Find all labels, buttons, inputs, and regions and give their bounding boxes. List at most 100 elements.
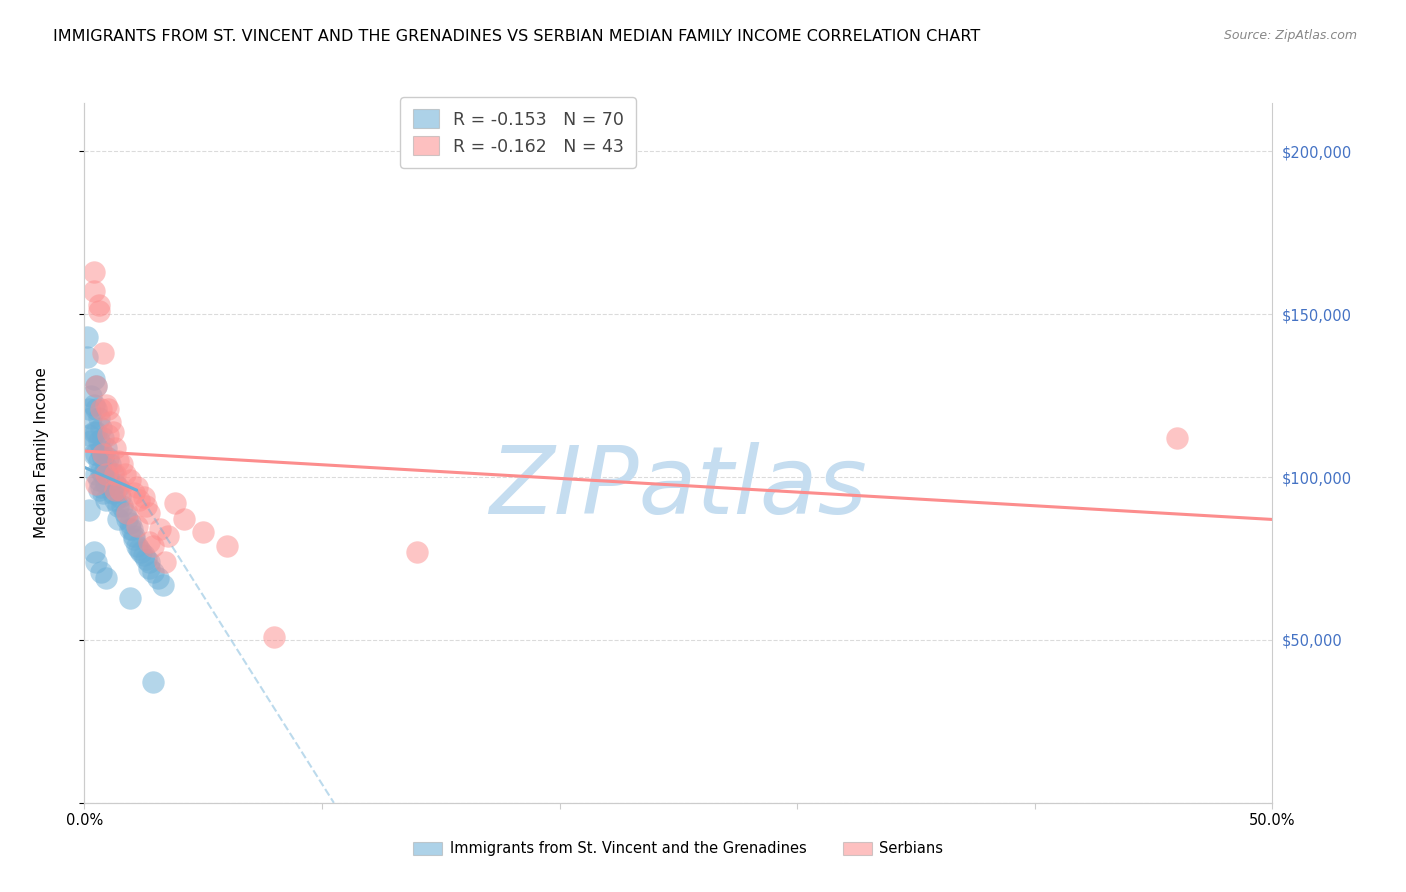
Point <box>104 467 127 481</box>
Y-axis label: Median Family Income: Median Family Income <box>34 368 49 538</box>
Point <box>87 483 110 497</box>
Point <box>406 545 429 559</box>
Point <box>156 529 179 543</box>
Point <box>94 441 117 455</box>
Point <box>83 545 105 559</box>
Point <box>84 379 107 393</box>
Point <box>83 447 105 461</box>
Text: ZIPatlas: ZIPatlas <box>489 442 868 533</box>
Point <box>84 379 107 393</box>
Point <box>118 522 141 536</box>
Point <box>93 467 115 481</box>
Point <box>122 532 145 546</box>
Point <box>84 447 107 461</box>
Text: IMMIGRANTS FROM ST. VINCENT AND THE GRENADINES VS SERBIAN MEDIAN FAMILY INCOME C: IMMIGRANTS FROM ST. VINCENT AND THE GREN… <box>53 29 980 44</box>
Point <box>84 425 107 439</box>
Point <box>215 539 238 553</box>
Point <box>77 502 100 516</box>
Point <box>101 486 124 500</box>
Point <box>84 467 107 481</box>
Point <box>107 480 129 494</box>
Point <box>138 555 160 569</box>
Point <box>138 506 160 520</box>
Point <box>128 492 150 507</box>
Point <box>84 401 107 416</box>
Point <box>80 434 103 449</box>
Point <box>125 519 148 533</box>
Point <box>118 591 141 605</box>
Point <box>87 474 110 488</box>
Point <box>94 460 117 475</box>
Point <box>114 467 136 481</box>
Point <box>87 411 110 425</box>
Point <box>142 539 165 553</box>
Point <box>104 441 127 455</box>
Point <box>142 565 165 579</box>
Point <box>76 350 98 364</box>
Point <box>101 425 124 439</box>
Point <box>93 447 115 461</box>
Point <box>118 516 141 530</box>
Point <box>83 399 105 413</box>
Text: Source: ZipAtlas.com: Source: ZipAtlas.com <box>1223 29 1357 42</box>
Point <box>118 474 141 488</box>
Point <box>104 483 127 497</box>
Point <box>263 630 285 644</box>
Point <box>83 285 105 299</box>
Point <box>132 549 155 563</box>
Point <box>163 496 186 510</box>
Point <box>84 476 107 491</box>
Point <box>173 512 195 526</box>
Point <box>138 535 160 549</box>
Point <box>97 450 120 465</box>
Point <box>142 675 165 690</box>
Point <box>93 486 115 500</box>
Point <box>77 401 100 416</box>
Point <box>87 454 110 468</box>
Point <box>152 577 174 591</box>
Point <box>87 434 110 449</box>
Point <box>101 467 124 481</box>
Point <box>115 512 138 526</box>
Point <box>125 539 148 553</box>
Point <box>107 512 129 526</box>
Point <box>90 480 112 494</box>
Point <box>121 522 143 536</box>
Point <box>90 464 112 478</box>
Point <box>1166 431 1188 445</box>
Point <box>90 565 112 579</box>
Point <box>87 297 110 311</box>
Point <box>100 476 122 491</box>
Point <box>94 399 117 413</box>
Point <box>100 415 122 429</box>
Point <box>94 571 117 585</box>
Point <box>97 427 120 442</box>
Point <box>104 492 127 507</box>
Point <box>77 427 100 442</box>
Point <box>108 490 131 504</box>
Point <box>100 457 122 471</box>
Point <box>90 401 112 416</box>
Point <box>104 476 127 491</box>
Point <box>146 571 169 585</box>
Point <box>83 372 105 386</box>
Point <box>135 500 157 514</box>
Point <box>128 541 150 556</box>
Point <box>115 506 138 520</box>
Point <box>111 500 134 514</box>
Point <box>80 389 103 403</box>
Point <box>80 411 103 425</box>
Point <box>131 545 153 559</box>
Point <box>90 444 112 458</box>
Point <box>93 346 115 360</box>
Point <box>93 450 115 465</box>
Point <box>97 470 120 484</box>
Point <box>125 480 148 494</box>
Point <box>149 522 172 536</box>
Point <box>122 486 145 500</box>
Point <box>94 476 117 491</box>
Point <box>108 483 131 497</box>
Point <box>97 401 120 416</box>
Point <box>138 561 160 575</box>
Point <box>94 467 117 481</box>
